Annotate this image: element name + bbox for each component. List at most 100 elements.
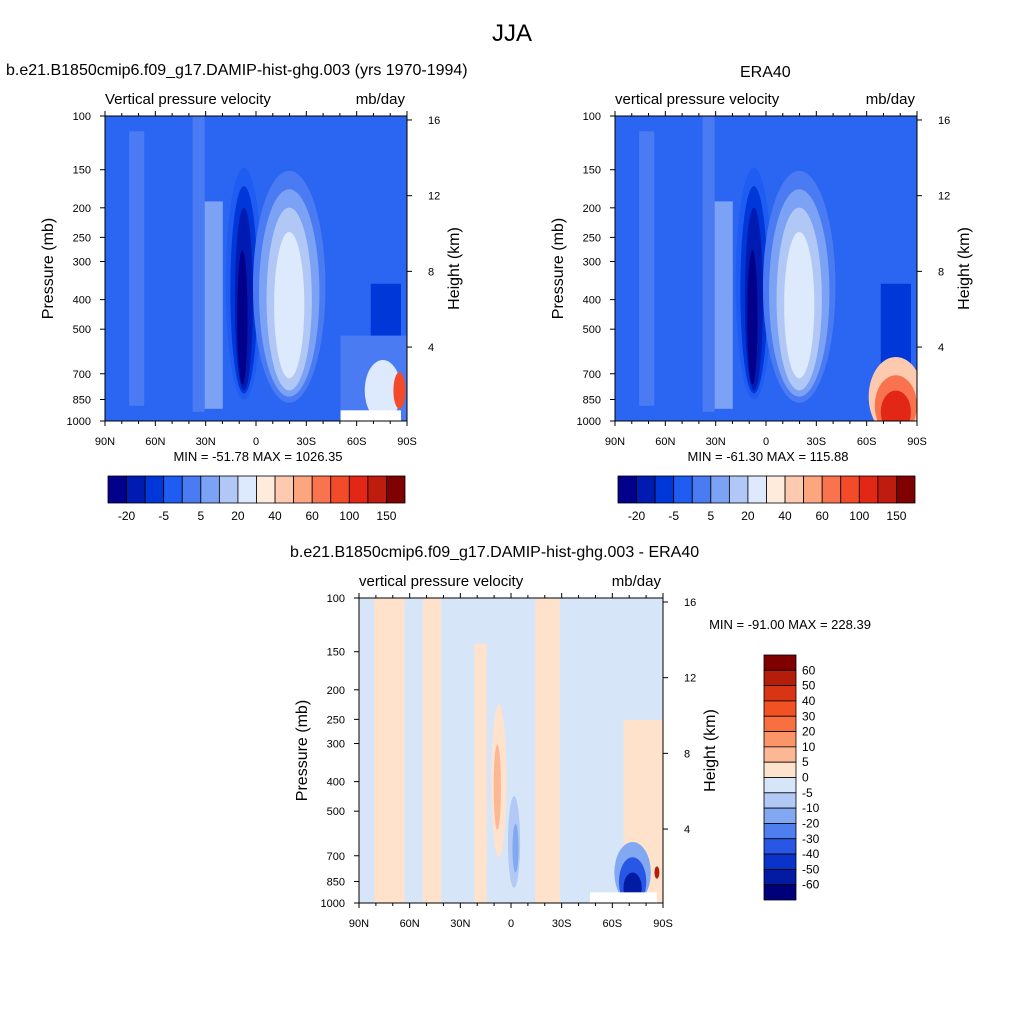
y-tick-label: 300 <box>327 739 345 751</box>
colorbar-label: 5 <box>707 509 714 523</box>
colorbar-box <box>144 475 165 504</box>
y-tick-label: 500 <box>73 324 91 336</box>
colorbar-label: 150 <box>886 509 906 523</box>
units-label: mb/day <box>612 573 662 590</box>
colorbar-box <box>763 761 797 778</box>
x-tick-label: 30N <box>450 918 470 930</box>
x-tick-label: 90S <box>653 918 673 930</box>
y-right-tick-label: 8 <box>428 266 434 278</box>
colorbar-label: 100 <box>339 509 359 523</box>
x-tick-label: 90S <box>907 436 927 448</box>
y-right-tick-label: 4 <box>428 342 434 354</box>
colorbar-box <box>763 746 797 763</box>
y-tick-label: 1000 <box>321 898 345 910</box>
colorbar-box <box>763 669 797 687</box>
colorbar-label: 10 <box>802 740 816 754</box>
colorbar-box <box>763 731 797 748</box>
y-right-tick-label: 16 <box>428 115 440 127</box>
field-ascent-max <box>747 250 758 385</box>
y-tick-label: 250 <box>583 232 601 244</box>
colorbar-label: -10 <box>802 801 820 815</box>
colorbar: -20 -5 5 20 40 60 100 150 <box>107 475 406 523</box>
y-right-tick-label: 16 <box>684 597 696 609</box>
colorbar-box <box>728 475 749 504</box>
y-tick-label: 700 <box>583 369 601 381</box>
field-band <box>535 598 560 903</box>
y-tick-label: 400 <box>73 295 91 307</box>
field-polar-cell <box>880 390 911 421</box>
x-tick-label: 30S <box>297 436 317 448</box>
heatmap-field <box>105 116 407 421</box>
min-max-stats: MIN = -61.30 MAX = 115.88 <box>688 449 849 464</box>
field-band <box>192 116 205 412</box>
min-max-stats: MIN = -51.78 MAX = 1026.35 <box>173 449 342 464</box>
x-tick-label: 0 <box>763 436 769 448</box>
colorbar-box <box>784 475 805 504</box>
field-negative <box>512 823 519 873</box>
colorbar-label: 40 <box>802 694 816 708</box>
colorbar-label: -40 <box>802 847 820 861</box>
y-tick-label: 1000 <box>577 416 601 428</box>
colorbar-box <box>107 475 127 504</box>
heatmap-field <box>359 598 663 903</box>
y-axis-label: Pressure (mb) <box>40 218 57 319</box>
field-band <box>702 116 715 412</box>
colorbar-label: 20 <box>802 725 816 739</box>
units-label: mb/day <box>866 91 916 108</box>
y-tick-label: 400 <box>327 777 345 789</box>
colorbar-label: 100 <box>849 509 869 523</box>
chart-panel-1: Vertical pressure velocity mb/day 90N 60N 30… <box>40 91 463 523</box>
x-tick-label: 0 <box>253 436 259 448</box>
colorbar-box <box>256 475 276 504</box>
y-tick-label: 500 <box>327 806 345 818</box>
y-tick-label: 200 <box>583 203 601 215</box>
variable-label: Vertical pressure velocity <box>105 91 271 108</box>
colorbar-box <box>617 475 637 504</box>
colorbar-label: 50 <box>802 679 816 693</box>
colorbar-label: 0 <box>802 771 809 785</box>
field-band <box>204 201 223 409</box>
field-missing-topography <box>340 410 401 421</box>
colorbar-box <box>747 475 767 504</box>
colorbar-label: 40 <box>268 509 282 523</box>
field-polar-cell <box>364 360 401 421</box>
y-right-tick-label: 8 <box>938 266 944 278</box>
field-positive <box>493 744 501 830</box>
chart-panel-2: vertical pressure velocity mb/day 90N 60N 30… <box>550 91 973 523</box>
x-tick-label: 60N <box>400 918 420 930</box>
colorbar-box <box>218 475 239 504</box>
colorbar-label: -5 <box>668 509 679 523</box>
colorbar-label: 60 <box>816 509 830 523</box>
colorbar-box <box>896 475 916 504</box>
colorbar-label: -5 <box>802 786 813 800</box>
field-band <box>422 598 442 903</box>
field-band <box>474 643 487 903</box>
x-tick-label: 60S <box>347 436 367 448</box>
panel-title-difference: b.e21.B1850cmip6.f09_g17.DAMIP-hist-ghg.… <box>290 544 700 561</box>
y-right-tick-label: 12 <box>938 191 950 203</box>
y-tick-label: 100 <box>327 593 345 605</box>
colorbar-box <box>821 475 842 504</box>
field-band <box>374 598 405 903</box>
colorbar-label: -30 <box>802 832 820 846</box>
y-tick-label: 1000 <box>67 416 91 428</box>
x-tick-label: 90S <box>397 436 417 448</box>
colorbar-label: 5 <box>802 755 809 769</box>
colorbar-box <box>237 475 257 504</box>
x-tick-label: 60S <box>857 436 877 448</box>
colorbar-box <box>763 868 797 886</box>
colorbar-box <box>763 884 797 901</box>
y-tick-label: 150 <box>583 165 601 177</box>
colorbar-box <box>386 475 406 504</box>
field-ascent-max <box>237 250 248 385</box>
colorbar-box <box>330 475 350 504</box>
colorbar-box <box>763 792 797 809</box>
colorbar-label: 20 <box>741 509 755 523</box>
variable-label: vertical pressure velocity <box>615 91 780 108</box>
y-tick-label: 850 <box>583 394 601 406</box>
y-right-tick-label: 12 <box>428 191 440 203</box>
field-band <box>714 201 733 409</box>
y-tick-label: 250 <box>73 232 91 244</box>
colorbar-box <box>763 838 797 855</box>
colorbar-box <box>763 715 797 732</box>
